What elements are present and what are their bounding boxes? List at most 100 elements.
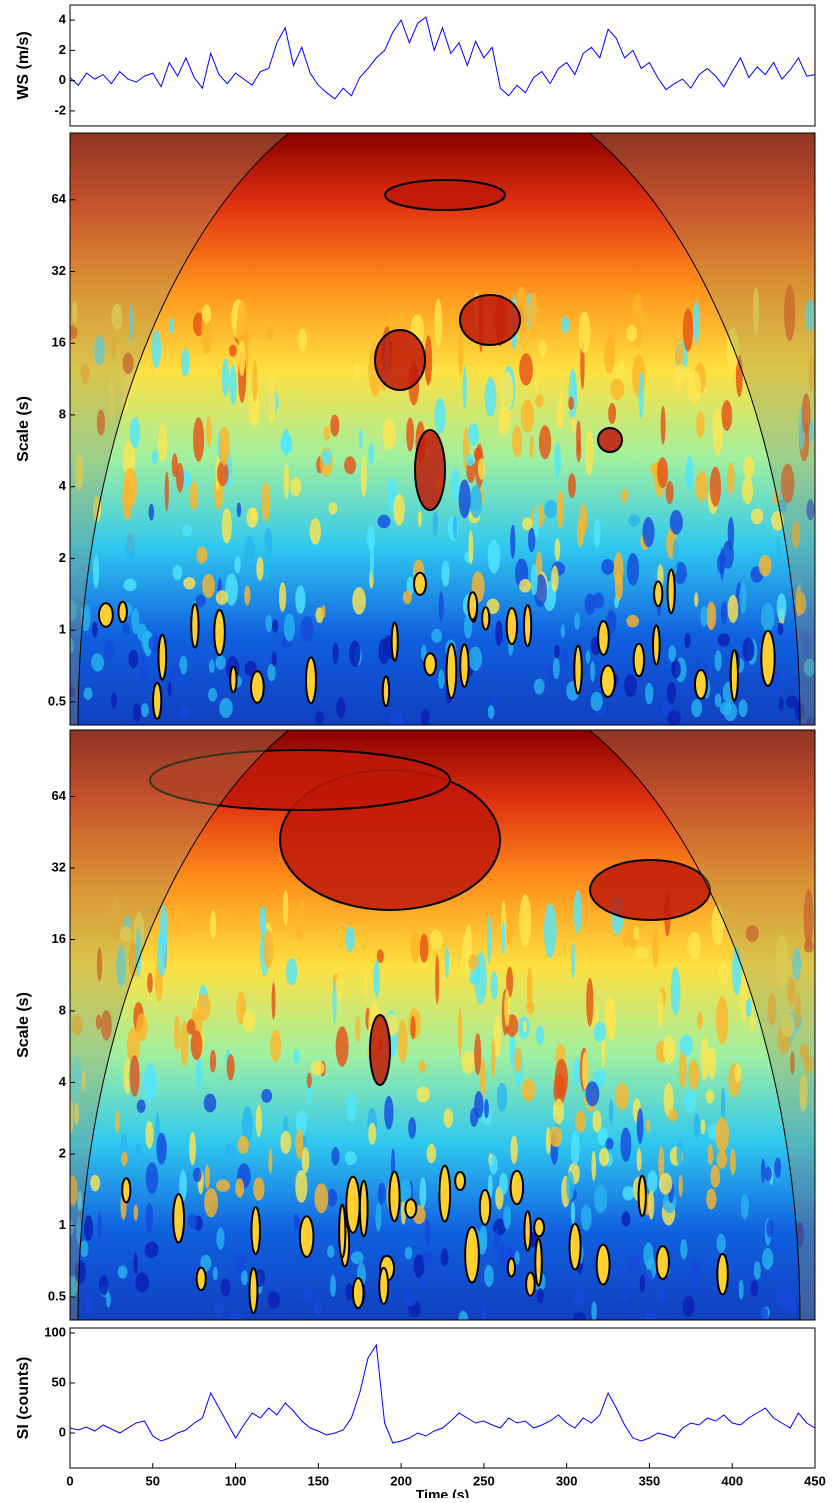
wavelet-blob <box>70 551 81 577</box>
wavelet-blob <box>336 697 346 719</box>
wavelet-blob <box>491 1038 496 1079</box>
x-tick-label: 200 <box>390 1473 412 1488</box>
wavelet-blob <box>181 524 193 537</box>
significance-contour <box>653 580 664 608</box>
significance-contour <box>358 1179 369 1238</box>
wavelet-blob <box>752 287 760 335</box>
wavelet-blob <box>628 514 640 527</box>
wavelet-blob <box>90 1174 101 1192</box>
significance-contour <box>190 602 200 649</box>
wavelet-blob <box>70 686 75 699</box>
wavelet-blob <box>487 705 495 720</box>
y-tick-label: 2 <box>59 1145 66 1160</box>
wavelet-blob <box>400 1179 412 1203</box>
wavelet-blob <box>504 989 510 1027</box>
wavelet-blob <box>574 613 581 631</box>
wavelet-blob <box>464 924 473 979</box>
wavelet-blob <box>556 405 563 428</box>
wavelet-blob <box>715 996 729 1045</box>
wavelet-blob <box>648 1190 655 1220</box>
wavelet-blob <box>134 1142 143 1171</box>
wavelet-blob <box>691 1258 700 1283</box>
wavelet-blob <box>131 608 140 635</box>
wavelet-blob <box>573 1312 587 1320</box>
wavelet-blob <box>271 982 276 1020</box>
wavelet-blob <box>156 930 167 977</box>
wavelet-blob <box>195 594 206 607</box>
wavelet-blob <box>514 1047 522 1074</box>
y-tick-label: 8 <box>59 1002 66 1017</box>
wavelet-blob <box>665 480 674 505</box>
wavelet-blob <box>406 576 415 596</box>
wavelet-blob <box>614 572 623 601</box>
wavelet-blob <box>221 508 232 544</box>
wavelet-blob <box>344 1151 357 1165</box>
wavelet-blob <box>462 365 467 410</box>
y-tick-label: 2 <box>59 550 66 565</box>
wavelet-blob <box>440 1248 449 1267</box>
significance-contour <box>595 1243 611 1286</box>
wavelet-blob <box>739 582 747 614</box>
wavelet-blob <box>566 1171 575 1201</box>
wavelet-blob <box>70 638 75 654</box>
wavelet-blob <box>332 642 339 665</box>
x-tick-label: 350 <box>639 1473 661 1488</box>
wavelet-blob <box>74 1260 86 1285</box>
wavelet-blob <box>572 1057 581 1086</box>
wavelet-blob <box>404 1246 413 1260</box>
wavelet-blob <box>267 377 276 424</box>
wavelet-blob <box>111 303 123 331</box>
wavelet-blob <box>187 1213 198 1229</box>
wavelet-blob <box>93 554 100 589</box>
wavelet-blob <box>584 430 594 476</box>
wavelet-blob <box>778 696 784 712</box>
wavelet-blob <box>346 1092 357 1123</box>
wavelet-blob <box>639 1274 645 1293</box>
wavelet-blob <box>196 993 211 1021</box>
power-region <box>150 750 450 810</box>
wavelet-blob <box>626 325 638 342</box>
y-tick-label: 32 <box>52 859 66 874</box>
wavelet-blob <box>489 1154 498 1175</box>
wavelet-blob <box>721 400 733 431</box>
wavelet-blob <box>794 702 805 720</box>
wavelet-blob <box>145 1120 154 1149</box>
wavelet-blob <box>95 1014 102 1030</box>
wavelet-blob <box>418 1060 426 1073</box>
wavelet-blob <box>92 496 102 523</box>
wavelet-blob <box>261 1088 273 1103</box>
wavelet-blob <box>538 340 547 357</box>
wavelet-blob <box>137 623 148 642</box>
wavelet-blob <box>91 653 104 672</box>
wavelet-blob <box>467 423 480 446</box>
wavelet-blob <box>720 1088 726 1121</box>
wavelet-blob <box>543 903 557 959</box>
wavelet-blob <box>135 1272 149 1293</box>
significance-contour <box>459 643 470 688</box>
wavelet-blob <box>767 992 777 1026</box>
wavelet-blob <box>585 649 591 664</box>
wavelet-blob <box>236 502 242 518</box>
wavelet-blob <box>419 1177 427 1209</box>
significance-contour <box>467 591 479 621</box>
wavelet-blob <box>293 1213 300 1232</box>
wavelet-blob <box>321 449 332 466</box>
wavelet-blob <box>568 368 578 421</box>
wavelet-blob <box>458 479 471 519</box>
wavelet-blob <box>156 1132 167 1165</box>
wavelet-blob <box>479 1225 488 1251</box>
wavelet-blob <box>578 311 591 354</box>
wavelet-blob <box>591 1301 597 1320</box>
significance-contour <box>369 1014 391 1086</box>
y-tick-label: 4 <box>59 478 67 493</box>
wavelet-blob <box>244 535 255 569</box>
significance-contour <box>157 633 168 681</box>
significance-contour <box>693 668 708 700</box>
wavelet-blob <box>553 1073 566 1107</box>
wavelet-blob <box>280 432 293 454</box>
wavelet-blob <box>706 1188 717 1210</box>
wavelet-blob <box>670 966 681 1016</box>
wavelet-blob <box>236 300 249 353</box>
wavelet-blob <box>330 1274 337 1298</box>
wavelet-blob <box>666 681 677 704</box>
